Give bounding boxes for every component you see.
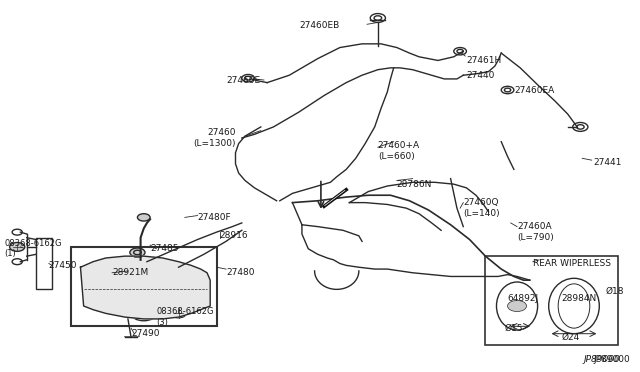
Circle shape (130, 248, 145, 257)
Text: 27440: 27440 (467, 71, 495, 80)
Circle shape (10, 243, 25, 251)
Text: 27450: 27450 (49, 261, 77, 270)
Text: 27480: 27480 (226, 268, 255, 277)
Text: Ø15: Ø15 (504, 324, 523, 333)
Text: 28921M: 28921M (112, 268, 148, 277)
Circle shape (138, 214, 150, 221)
Text: 28984N: 28984N (561, 294, 596, 303)
Text: 27460Q
(L=140): 27460Q (L=140) (463, 198, 500, 218)
Text: 28916: 28916 (220, 231, 248, 240)
Text: 27480F: 27480F (198, 213, 231, 222)
Circle shape (171, 309, 186, 318)
Text: Ø18: Ø18 (605, 287, 624, 296)
Text: 08368-6162G
(1): 08368-6162G (1) (4, 239, 62, 259)
Text: 27460A
(L=790): 27460A (L=790) (517, 222, 554, 242)
Text: 27441: 27441 (593, 157, 621, 167)
Text: 27460EA: 27460EA (514, 86, 554, 94)
Circle shape (508, 301, 527, 311)
Text: 08368-6162G
(3): 08368-6162G (3) (156, 307, 214, 327)
Text: JP89000: JP89000 (593, 355, 630, 364)
Text: 28786N: 28786N (397, 180, 432, 189)
Polygon shape (81, 256, 210, 319)
Text: 27460E: 27460E (227, 76, 261, 85)
Text: 27490: 27490 (131, 329, 159, 338)
Text: 27485: 27485 (150, 244, 179, 253)
Bar (71, 247, 216, 326)
Text: 27460EB: 27460EB (300, 21, 340, 30)
Text: 64892J: 64892J (508, 294, 539, 303)
Text: Ø24: Ø24 (561, 333, 580, 342)
Text: JP89000: JP89000 (584, 355, 620, 364)
Bar (485, 256, 618, 345)
Text: 27460+A
(L=660): 27460+A (L=660) (378, 141, 420, 161)
Text: REAR WIPERLESS: REAR WIPERLESS (533, 259, 611, 268)
Bar (36, 238, 52, 289)
Text: 27461H: 27461H (467, 56, 502, 65)
Text: 27460
(L=1300): 27460 (L=1300) (193, 128, 236, 148)
